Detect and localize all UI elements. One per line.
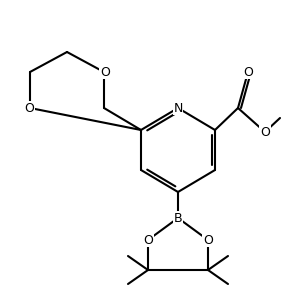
Text: O: O <box>100 65 110 79</box>
Text: O: O <box>260 126 270 139</box>
Text: O: O <box>243 65 253 79</box>
Text: O: O <box>203 234 213 247</box>
Text: O: O <box>143 234 153 247</box>
Text: O: O <box>24 101 34 115</box>
Text: B: B <box>174 211 182 225</box>
Text: N: N <box>173 101 183 115</box>
